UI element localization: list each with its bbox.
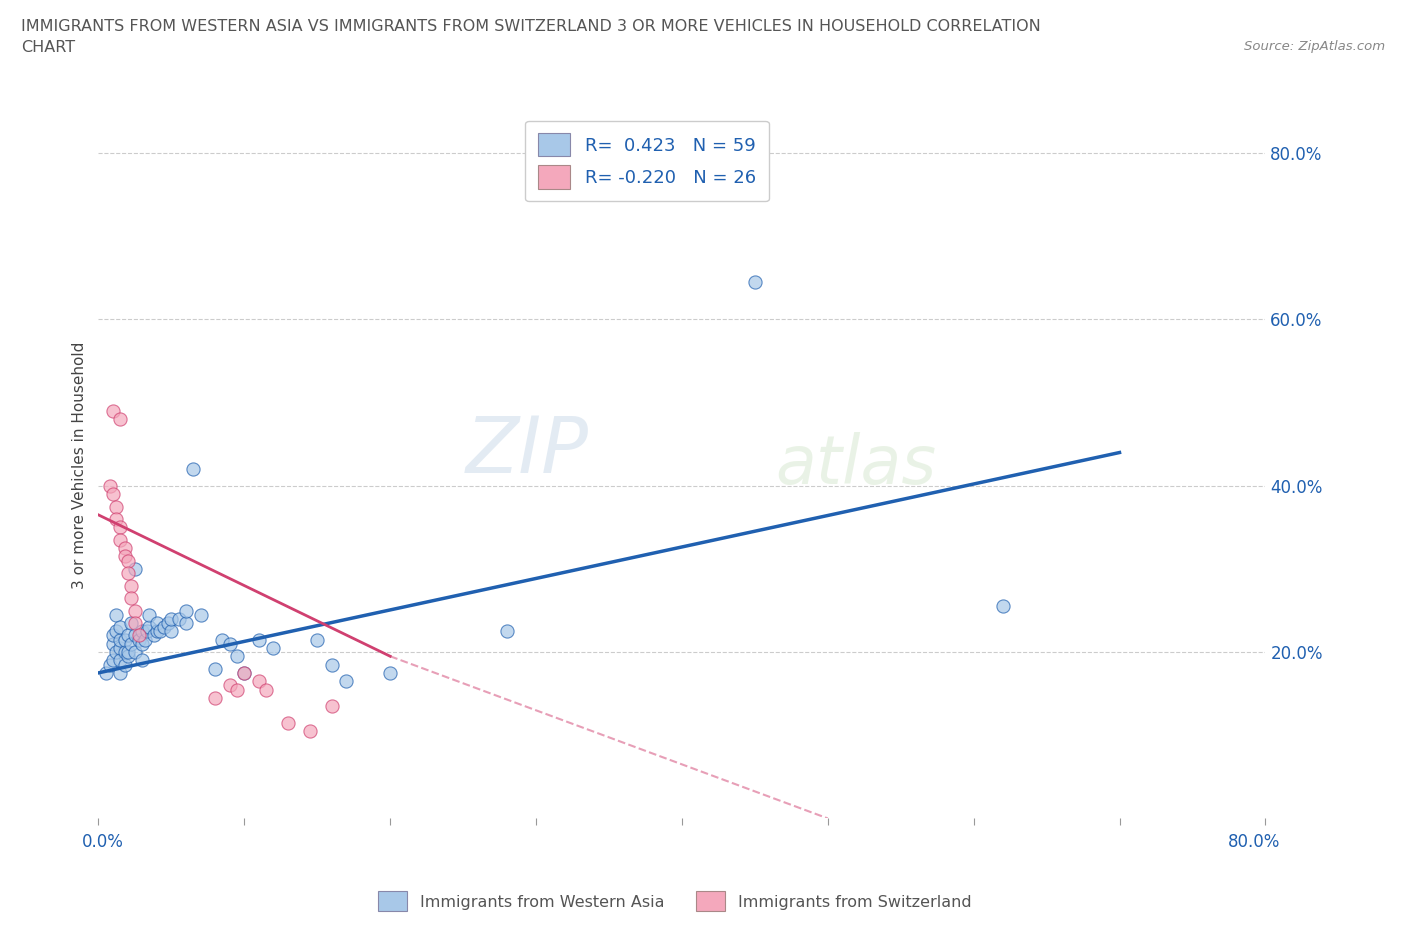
Point	[117, 649, 139, 664]
Point	[149, 624, 172, 639]
Point	[226, 682, 249, 697]
Point	[110, 520, 132, 535]
Point	[110, 619, 132, 634]
Y-axis label: 3 or more Vehicles in Household: 3 or more Vehicles in Household	[72, 341, 87, 589]
Text: CHART: CHART	[21, 40, 75, 55]
Point	[204, 690, 226, 705]
Point	[124, 603, 146, 618]
Point	[146, 616, 169, 631]
Point	[104, 607, 127, 622]
Point	[104, 512, 127, 526]
Point	[307, 632, 329, 647]
Point	[98, 658, 121, 672]
Text: 0.0%: 0.0%	[82, 832, 124, 851]
Point	[157, 616, 180, 631]
Point	[110, 641, 132, 656]
Point	[190, 607, 212, 622]
Point	[110, 412, 132, 427]
Point	[120, 616, 142, 631]
Point	[160, 611, 183, 626]
Point	[138, 619, 160, 634]
Point	[131, 624, 153, 639]
Point	[262, 641, 284, 656]
Point	[98, 478, 121, 493]
Point	[110, 653, 132, 668]
Point	[104, 644, 127, 659]
Point	[117, 644, 139, 659]
Point	[117, 553, 139, 568]
Point	[131, 636, 153, 651]
Point	[124, 562, 146, 577]
Point	[146, 624, 169, 639]
Point	[128, 632, 150, 647]
Point	[117, 628, 139, 643]
Point	[138, 607, 160, 622]
Point	[134, 632, 156, 647]
Legend: Immigrants from Western Asia, Immigrants from Switzerland: Immigrants from Western Asia, Immigrants…	[373, 885, 977, 917]
Point	[131, 653, 153, 668]
Point	[174, 603, 197, 618]
Point	[114, 632, 136, 647]
Point	[247, 632, 270, 647]
Point	[94, 666, 117, 681]
Point	[120, 578, 142, 593]
Point	[233, 666, 256, 681]
Text: Source: ZipAtlas.com: Source: ZipAtlas.com	[1244, 40, 1385, 53]
Point	[233, 666, 256, 681]
Text: atlas: atlas	[775, 432, 936, 498]
Point	[321, 658, 343, 672]
Point	[298, 724, 321, 738]
Point	[104, 624, 127, 639]
Point	[120, 591, 142, 605]
Point	[181, 461, 204, 476]
Point	[142, 628, 165, 643]
Point	[101, 653, 124, 668]
Point	[101, 636, 124, 651]
Point	[174, 616, 197, 631]
Text: 80.0%: 80.0%	[1227, 832, 1281, 851]
Point	[124, 616, 146, 631]
Point	[160, 624, 183, 639]
Point	[277, 715, 299, 730]
Point	[124, 644, 146, 659]
Point	[254, 682, 277, 697]
Point	[211, 632, 233, 647]
Point	[128, 628, 150, 643]
Point	[101, 486, 124, 501]
Point	[744, 274, 766, 289]
Point	[114, 644, 136, 659]
Point	[110, 632, 132, 647]
Text: ZIP: ZIP	[465, 413, 589, 489]
Point	[114, 549, 136, 564]
Point	[101, 404, 124, 418]
Point	[110, 532, 132, 547]
Point	[991, 599, 1014, 614]
Point	[101, 628, 124, 643]
Text: IMMIGRANTS FROM WESTERN ASIA VS IMMIGRANTS FROM SWITZERLAND 3 OR MORE VEHICLES I: IMMIGRANTS FROM WESTERN ASIA VS IMMIGRAN…	[21, 19, 1040, 33]
Point	[110, 666, 132, 681]
Point	[120, 636, 142, 651]
Point	[247, 673, 270, 688]
Point	[167, 611, 190, 626]
Point	[218, 636, 240, 651]
Point	[496, 624, 519, 639]
Point	[135, 624, 157, 639]
Point	[226, 649, 249, 664]
Point	[380, 666, 402, 681]
Point	[335, 673, 357, 688]
Point	[321, 698, 343, 713]
Point	[218, 678, 240, 693]
Legend: R=  0.423   N = 59, R= -0.220   N = 26: R= 0.423 N = 59, R= -0.220 N = 26	[526, 121, 769, 201]
Point	[153, 619, 176, 634]
Point	[114, 540, 136, 555]
Point	[124, 628, 146, 643]
Point	[204, 661, 226, 676]
Point	[114, 658, 136, 672]
Point	[117, 565, 139, 580]
Point	[104, 499, 127, 514]
